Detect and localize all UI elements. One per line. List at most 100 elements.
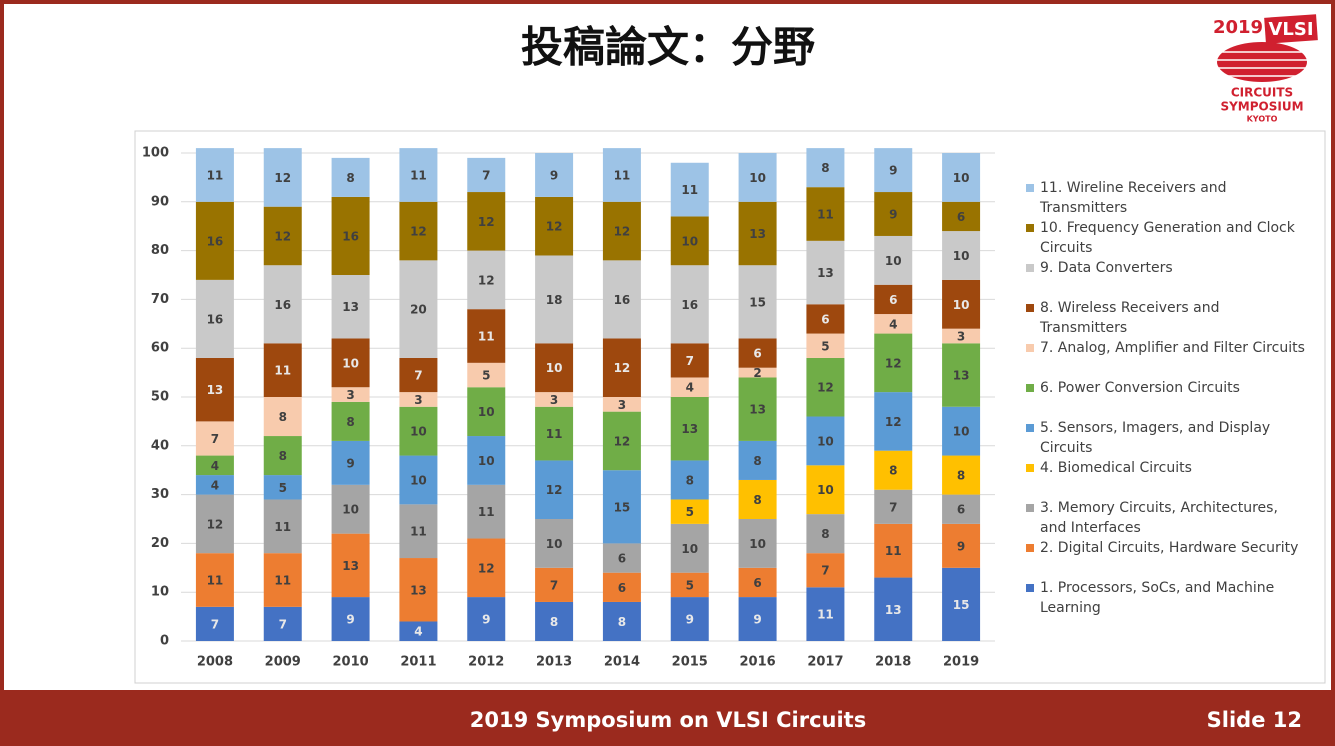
legend-label: 11. Wireline Receivers and Transmitters (1040, 180, 1227, 216)
value-label: 15 (953, 598, 970, 612)
value-label: 10 (342, 356, 359, 370)
bar-segment (602, 601, 641, 641)
bar-segment (738, 567, 777, 598)
bar-segment (806, 333, 845, 358)
x-tick-label: 2010 (332, 655, 368, 670)
value-label: 11 (681, 183, 698, 197)
x-tick-label: 2017 (807, 655, 843, 670)
legend-swatch (1026, 504, 1034, 512)
bar-segment (399, 357, 438, 393)
value-label: 7 (414, 369, 422, 383)
value-label: 12 (478, 273, 495, 287)
legend-swatch (1026, 304, 1034, 312)
value-label: 6 (957, 503, 965, 517)
value-label: 11 (817, 208, 834, 222)
value-label: 7 (211, 432, 219, 446)
value-label: 12 (614, 434, 631, 448)
bar-segment (535, 406, 574, 461)
bar-segment (670, 523, 709, 573)
value-label: 15 (749, 295, 766, 309)
legend-label: 5. Sensors, Imagers, and Display Circuit… (1040, 420, 1271, 456)
bar-segment (602, 411, 641, 471)
legend-label: 1. Processors, SoCs, and Machine Learnin… (1040, 580, 1275, 616)
value-label: 8 (889, 464, 897, 478)
value-label: 4 (211, 478, 219, 492)
bar-segment (602, 470, 641, 544)
value-label: 13 (342, 300, 359, 314)
bar-segment (942, 494, 981, 524)
value-label: 7 (279, 617, 287, 631)
value-label: 5 (279, 481, 287, 495)
x-tick-label: 2011 (400, 655, 436, 670)
value-label: 9 (753, 613, 761, 627)
value-label: 6 (618, 552, 626, 566)
legend-item: 3. Memory Circuits, Architectures, and I… (1026, 498, 1306, 538)
value-label: 8 (346, 171, 354, 185)
slide-number: Slide 12 (1207, 708, 1302, 732)
y-tick-label: 50 (151, 390, 169, 405)
bar-segment (263, 436, 302, 476)
value-label: 11 (478, 330, 495, 344)
value-label: 7 (550, 578, 558, 592)
value-label: 11 (410, 525, 427, 539)
bar-segment (670, 397, 709, 461)
bar-segment (602, 338, 641, 397)
value-label: 12 (614, 361, 631, 375)
bar-segment (331, 387, 370, 402)
value-label: 10 (410, 473, 427, 487)
bar-segment (535, 519, 574, 568)
legend-label: 10. Frequency Generation and Clock Circu… (1040, 220, 1295, 256)
value-label: 12 (614, 225, 631, 239)
bar-segment (535, 392, 574, 407)
value-label: 11 (207, 574, 224, 588)
bar-segment (195, 494, 234, 554)
bar-segment (467, 362, 506, 388)
value-label: 16 (342, 229, 359, 243)
bar-segment (535, 343, 574, 393)
logo-year: 2019 (1213, 17, 1263, 38)
bar-segment (399, 621, 438, 641)
bar-segment (942, 343, 981, 407)
bar-segment (399, 148, 438, 202)
legend-swatch (1026, 384, 1034, 392)
bar-segment (874, 148, 913, 193)
y-tick-label: 60 (151, 341, 169, 356)
legend-label: 9. Data Converters (1040, 260, 1173, 276)
bar-segment (195, 421, 234, 456)
value-label: 11 (817, 608, 834, 622)
value-label: 7 (889, 500, 897, 514)
bar-segment (670, 162, 709, 217)
bar-segment (602, 148, 641, 202)
legend-item: 1. Processors, SoCs, and Machine Learnin… (1026, 578, 1306, 618)
bar-segment (399, 260, 438, 358)
logo-line: KYOTO (1247, 115, 1278, 124)
bar-segment (806, 465, 845, 515)
x-tick-label: 2014 (604, 655, 640, 670)
bar-segment (535, 567, 574, 602)
bar-segment (195, 455, 234, 476)
value-label: 6 (821, 312, 829, 326)
legend-item: 2. Digital Circuits, Hardware Security (1026, 538, 1306, 578)
value-label: 9 (482, 613, 490, 627)
value-label: 8 (753, 493, 761, 507)
bar-segment (535, 153, 574, 197)
value-label: 11 (274, 520, 291, 534)
value-label: 11 (614, 168, 631, 182)
legend-label: 6. Power Conversion Circuits (1040, 380, 1240, 396)
bar-segment (467, 157, 506, 193)
x-tick-label: 2009 (265, 655, 301, 670)
value-label: 10 (749, 537, 766, 551)
legend-item: 5. Sensors, Imagers, and Display Circuit… (1026, 418, 1306, 458)
value-label: 13 (681, 422, 698, 436)
bar-segment (942, 279, 981, 329)
value-label: 10 (885, 254, 902, 268)
value-label: 12 (410, 225, 427, 239)
value-label: 10 (681, 234, 698, 248)
logo-stripes (1217, 51, 1307, 77)
legend-item: 8. Wireless Receivers and Transmitters (1026, 298, 1306, 338)
bar-segment (806, 148, 845, 188)
bar-segment (942, 201, 981, 232)
value-label: 16 (207, 312, 224, 326)
